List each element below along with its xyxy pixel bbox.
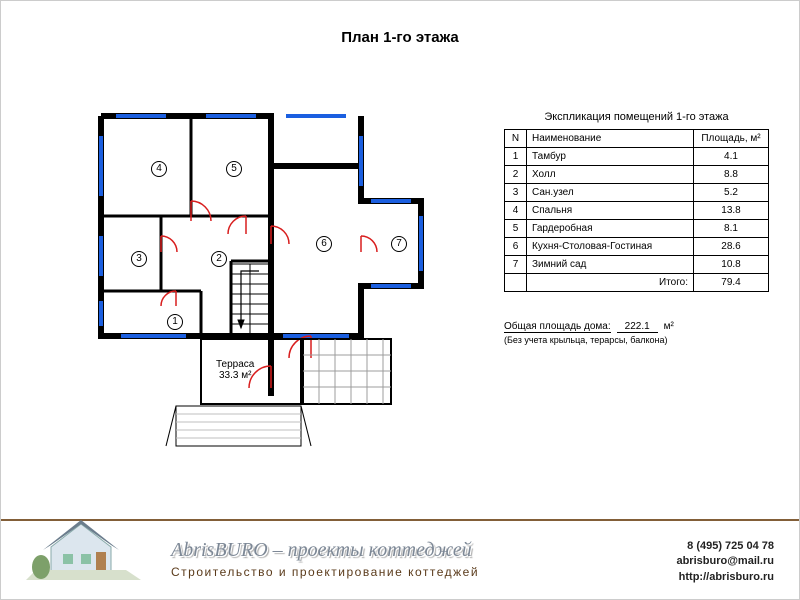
room-marker-7: 7	[391, 236, 407, 252]
table-row: 2Холл8.8	[505, 166, 769, 184]
cell-area: 10.8	[694, 256, 769, 274]
table-row: 5Гардеробная8.1	[505, 220, 769, 238]
cell-name: Гардеробная	[527, 220, 694, 238]
cell-area: 5.2	[694, 184, 769, 202]
total-area-note: (Без учета крыльца, терарсы, балкона)	[504, 335, 769, 345]
col-header-name: Наименование	[527, 130, 694, 148]
table-row: 4Спальня13.8	[505, 202, 769, 220]
terrace-label: Терраса 33.3 м²	[216, 359, 254, 381]
table-row: 3Сан.узел5.2	[505, 184, 769, 202]
table-row: 7Зимний сад10.8	[505, 256, 769, 274]
cell-name: Спальня	[527, 202, 694, 220]
room-marker-2: 2	[211, 251, 227, 267]
cell-n: 1	[505, 148, 527, 166]
house-icon	[21, 512, 151, 587]
cell-n: 6	[505, 238, 527, 256]
room-marker-3: 3	[131, 251, 147, 267]
phone: 8 (495) 725 04 78	[676, 539, 774, 554]
cell-area: 28.6	[694, 238, 769, 256]
cell-n: 7	[505, 256, 527, 274]
rooms-table-area: Экспликация помещений 1-го этажа N Наиме…	[504, 111, 769, 292]
cell-area: 13.8	[694, 202, 769, 220]
brand-title: AbrisBURO – проекты коттеджей	[171, 539, 472, 562]
cell-name: Сан.узел	[527, 184, 694, 202]
table-row: 1Тамбур4.1	[505, 148, 769, 166]
url: http://abrisburo.ru	[676, 570, 774, 585]
brand-tagline: Строительство и проектирование коттеджей	[171, 565, 479, 579]
cell-n: 2	[505, 166, 527, 184]
rooms-table: N Наименование Площадь, м² 1Тамбур4.12Хо…	[504, 129, 769, 292]
contacts: 8 (495) 725 04 78 abrisburo@mail.ru http…	[676, 539, 774, 585]
total-area-block: Общая площадь дома: 222.1 м² (Без учета …	[504, 321, 769, 345]
table-row: 6Кухня-Столовая-Гостиная28.6	[505, 238, 769, 256]
room-marker-4: 4	[151, 161, 167, 177]
cell-n: 5	[505, 220, 527, 238]
room-marker-6: 6	[316, 236, 332, 252]
cell-name: Кухня-Столовая-Гостиная	[527, 238, 694, 256]
cell-area: 8.1	[694, 220, 769, 238]
cell-name: Холл	[527, 166, 694, 184]
col-header-n: N	[505, 130, 527, 148]
cell-n: 3	[505, 184, 527, 202]
cell-area: 8.8	[694, 166, 769, 184]
total-area-unit: м²	[664, 321, 674, 332]
cell-name: Тамбур	[527, 148, 694, 166]
cell-area: 4.1	[694, 148, 769, 166]
table-row-total: Итого:79.4	[505, 274, 769, 292]
total-area-value: 222.1	[617, 321, 658, 333]
room-marker-5: 5	[226, 161, 242, 177]
total-area-label: Общая площадь дома:	[504, 321, 611, 333]
table-caption: Экспликация помещений 1-го этажа	[504, 111, 769, 123]
email: abrisburo@mail.ru	[676, 554, 774, 569]
footer: AbrisBURO – проекты коттеджей Строительс…	[1, 519, 799, 599]
col-header-area: Площадь, м²	[694, 130, 769, 148]
page-title: План 1-го этажа	[1, 1, 799, 46]
cell-n: 4	[505, 202, 527, 220]
floorplan: 1 2 3 4 5 6 7 Терраса 33.3 м²	[71, 106, 441, 476]
cell-name: Зимний сад	[527, 256, 694, 274]
room-marker-1: 1	[167, 314, 183, 330]
